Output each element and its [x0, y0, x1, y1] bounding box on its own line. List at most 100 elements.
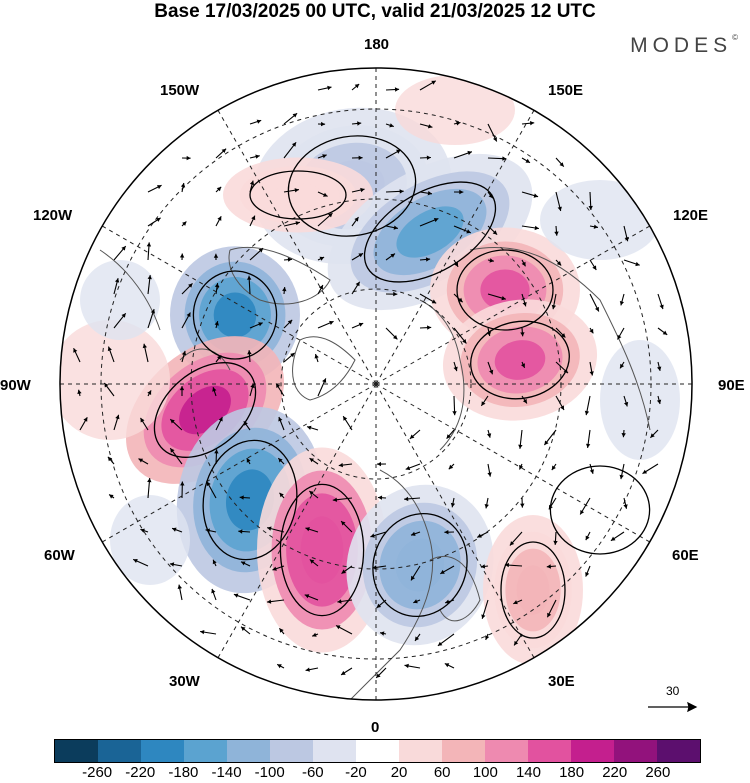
wind-arrow: [249, 383, 255, 397]
wind-arrow: [249, 180, 255, 193]
wind-arrow: [385, 123, 394, 128]
wind-arrow: [77, 389, 82, 397]
wind-arrow: [404, 663, 421, 669]
wind-arrow: [342, 415, 353, 431]
colorbar-bin: [571, 740, 614, 762]
lon-label-60e: 60E: [672, 547, 699, 564]
wind-arrow: [147, 217, 161, 227]
wind-arrow: [113, 312, 127, 329]
wind-arrow: [553, 531, 558, 545]
wind-arrow: [450, 497, 456, 508]
colorbar-tick-label: 140: [515, 764, 541, 781]
brand-text: MODES: [630, 34, 733, 57]
wind-arrow: [108, 494, 115, 499]
wind-arrow: [414, 633, 421, 642]
wind-arrow: [215, 354, 222, 363]
wind-arrow: [147, 478, 152, 499]
wind-arrow: [113, 414, 120, 431]
lon-label-180: 180: [364, 36, 390, 53]
wind-arrow: [266, 526, 285, 533]
colorbar-tick-label: 100: [472, 764, 498, 781]
anomaly-contour: [249, 170, 347, 220]
polar-stereographic-map: [59, 67, 698, 713]
wind-arrow: [317, 154, 327, 159]
wind-arrow: [589, 361, 594, 376]
anomaly-contour: [470, 320, 570, 400]
wind-arrow: [486, 429, 492, 438]
wind-arrow: [113, 245, 127, 261]
wind-arrow: [444, 530, 455, 535]
wind-arrow: [340, 520, 353, 533]
wind-arrow: [215, 416, 223, 431]
wind-arrow: [520, 497, 525, 508]
wind-arrow: [476, 531, 489, 538]
wind-arrow: [335, 625, 353, 635]
wind-arrow: [385, 87, 400, 92]
colorbar-bin: [442, 740, 485, 762]
wind-arrow: [278, 416, 285, 431]
wind-arrow: [181, 155, 191, 161]
wind-arrow: [276, 663, 285, 669]
wind-arrow: [169, 447, 183, 465]
wind-arrow: [171, 527, 183, 533]
wind-arrow: [409, 429, 421, 440]
wind-arrow: [351, 281, 361, 295]
wind-arrow: [586, 429, 591, 448]
wind-arrow: [249, 322, 263, 329]
wind-vectors: [73, 80, 668, 679]
wind-arrow: [509, 531, 523, 546]
wind-arrow: [487, 361, 494, 375]
wind-arrow: [485, 633, 490, 641]
reference-wind-speed: 30: [666, 684, 680, 698]
wind-arrow: [239, 495, 251, 500]
wind-arrow: [385, 253, 396, 261]
wind-arrow: [214, 449, 219, 465]
anomaly-contour: [456, 249, 554, 331]
wind-arrow: [484, 497, 489, 509]
reference-wind-arrow: [648, 701, 698, 713]
wind-arrow: [169, 418, 183, 431]
wind-arrow: [278, 627, 285, 635]
wind-arrow: [213, 253, 219, 261]
wind-arrow: [487, 123, 498, 142]
wind-arrow: [375, 667, 387, 679]
map-boundary: [59, 67, 693, 701]
wind-arrow: [317, 191, 328, 197]
colorbar-bin: [528, 740, 571, 762]
anomaly-contour: [500, 541, 566, 639]
wind-arrow: [306, 425, 319, 431]
weak-anomaly: [540, 180, 660, 260]
wind-arrow: [419, 155, 431, 160]
wind-arrow: [521, 361, 526, 369]
wind-arrow: [338, 462, 353, 468]
wind-arrow: [73, 347, 81, 363]
wind-arrow: [249, 247, 264, 261]
wind-arrow: [181, 350, 187, 363]
wind-arrow: [317, 320, 334, 329]
coastline: [99, 249, 161, 331]
lon-label-90e: 90E: [718, 377, 745, 394]
lon-label-150w: 150W: [160, 82, 200, 99]
colorbar-bin: [141, 740, 184, 762]
wind-arrow: [453, 361, 458, 372]
wind-arrow: [283, 319, 293, 329]
wind-arrow: [376, 461, 387, 467]
wind-arrow: [283, 188, 299, 193]
wind-arrow: [657, 327, 668, 336]
colorbar-tick-label: 220: [602, 764, 628, 781]
wind-arrow: [453, 121, 461, 126]
wind-arrow: [181, 283, 193, 295]
coastline: [429, 555, 481, 622]
colorbar-bin: [184, 740, 227, 762]
wind-arrow: [623, 395, 629, 407]
wind-arrow: [370, 531, 387, 538]
wind-arrow: [305, 667, 319, 672]
modes-logo: MODES©: [630, 33, 738, 58]
coastline: [228, 246, 331, 305]
wind-arrow: [200, 630, 217, 635]
wind-arrow: [446, 429, 455, 439]
wind-arrow: [205, 528, 217, 533]
wind-arrow: [212, 387, 217, 397]
wind-arrow: [589, 327, 594, 334]
wind-arrow: [341, 565, 353, 575]
